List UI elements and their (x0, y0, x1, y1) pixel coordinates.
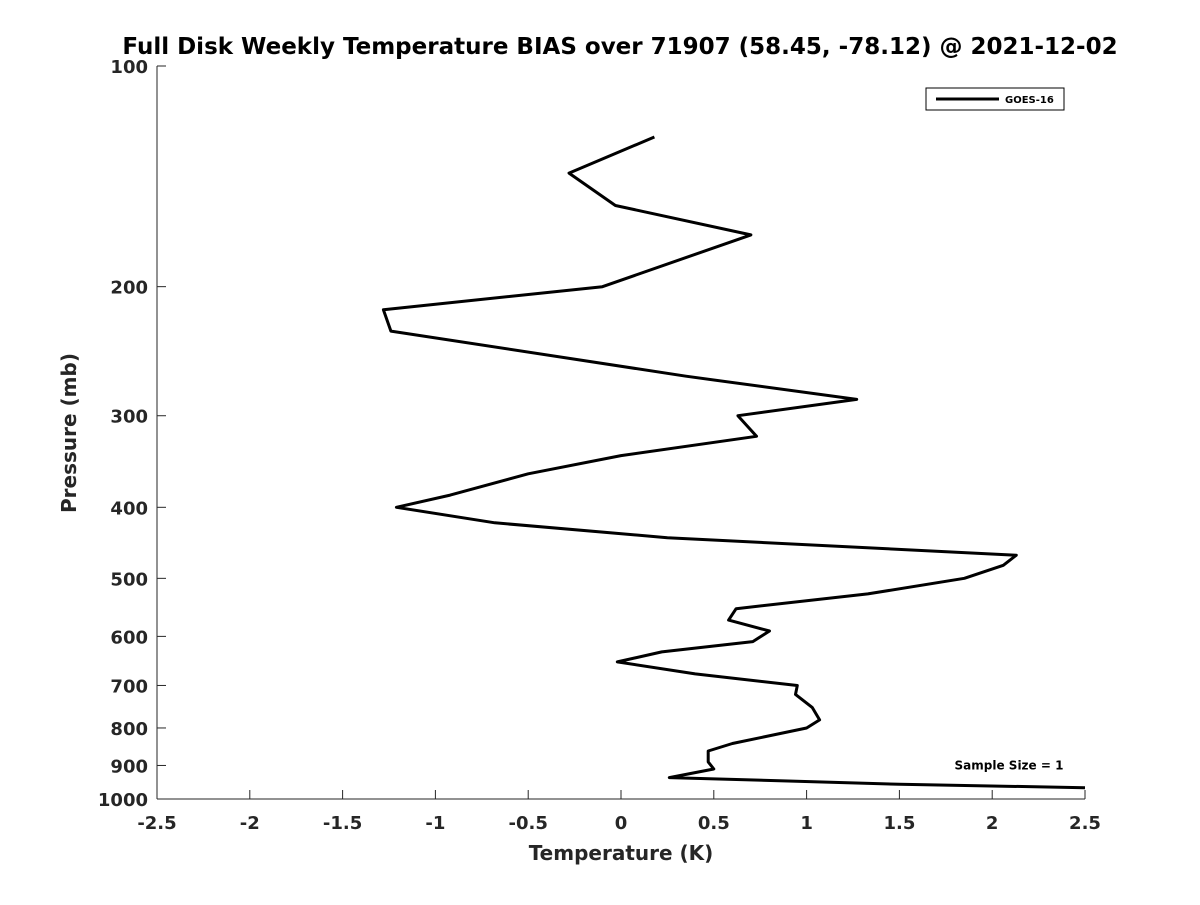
y-tick-label: 300 (110, 407, 148, 428)
x-tick-label: 2 (986, 813, 999, 834)
y-tick-label: 100 (110, 57, 148, 78)
legend: GOES-16 (925, 87, 1065, 111)
x-tick-label: -2 (240, 813, 260, 834)
x-tick-label: 2.5 (1069, 813, 1101, 834)
y-tick-label: 700 (110, 676, 148, 697)
y-tick-label: 600 (110, 627, 148, 648)
series-line-goes-16 (381, 135, 1086, 790)
y-tick-label: 800 (110, 719, 148, 740)
y-tick-label: 900 (110, 756, 148, 777)
x-tick-label: 1.5 (883, 813, 915, 834)
x-tick-label: 0 (615, 813, 628, 834)
x-tick-label: 0.5 (698, 813, 730, 834)
chart-title: Full Disk Weekly Temperature BIAS over 7… (122, 34, 1117, 60)
legend-label-goes-16: GOES-16 (1005, 95, 1054, 106)
x-axis-label: Temperature (K) (529, 841, 714, 865)
y-tick-label: 400 (110, 498, 148, 519)
y-axis-label: Pressure (mb) (57, 353, 81, 513)
x-tick-label: -2.5 (137, 813, 176, 834)
y-tick-label: 500 (110, 569, 148, 590)
y-tick-label: 200 (110, 278, 148, 299)
x-tick-label: 1 (800, 813, 813, 834)
y-tick-label: 1000 (98, 790, 148, 811)
plot-frame (156, 66, 1085, 800)
x-tick-label: -1.5 (323, 813, 362, 834)
x-axis: -2.5 -2 -1.5 -1 -0.5 0 0.5 1 1.5 2 2.5 (137, 790, 1101, 834)
sample-size-annotation: Sample Size = 1 (955, 758, 1064, 772)
y-axis: 100 200 300 400 500 600 700 800 900 1000 (98, 57, 166, 811)
x-tick-label: -0.5 (509, 813, 548, 834)
x-tick-label: -1 (425, 813, 445, 834)
